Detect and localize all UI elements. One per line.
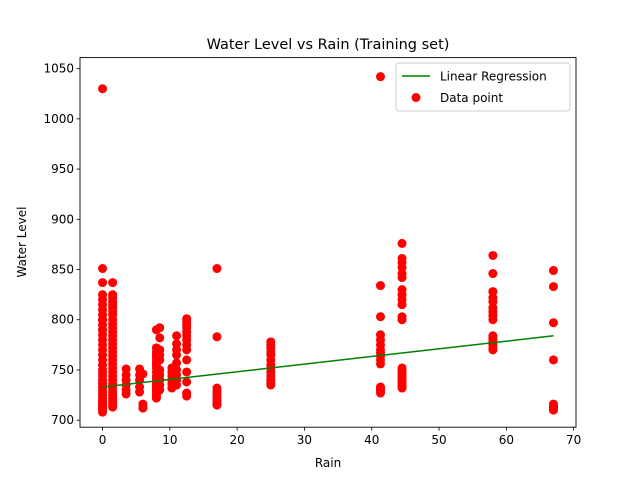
data-point bbox=[182, 345, 192, 355]
data-point bbox=[151, 393, 161, 403]
data-point bbox=[172, 380, 182, 390]
data-point bbox=[548, 355, 558, 365]
data-point bbox=[488, 333, 498, 343]
data-point bbox=[548, 282, 558, 292]
y-tick-label: 850 bbox=[51, 263, 74, 277]
legend-label-regression: Linear Regression bbox=[440, 70, 547, 84]
data-point bbox=[375, 359, 385, 369]
data-point bbox=[155, 323, 165, 333]
data-point bbox=[98, 407, 108, 417]
data-point bbox=[155, 355, 165, 365]
y-tick-label: 1050 bbox=[43, 62, 74, 76]
y-tick-label: 1000 bbox=[43, 112, 74, 126]
y-tick-label: 800 bbox=[51, 313, 74, 327]
regression-line bbox=[102, 335, 554, 388]
y-tick-label: 900 bbox=[51, 212, 74, 226]
plot-area bbox=[98, 72, 558, 417]
data-point bbox=[98, 315, 108, 325]
y-tick-label: 700 bbox=[51, 413, 74, 427]
data-point bbox=[212, 264, 222, 274]
x-tick-label: 0 bbox=[99, 433, 107, 447]
data-point bbox=[397, 273, 407, 283]
x-tick-label: 30 bbox=[297, 433, 312, 447]
y-tick-label: 750 bbox=[51, 363, 74, 377]
data-point bbox=[172, 350, 182, 360]
data-point bbox=[266, 380, 276, 390]
data-point bbox=[172, 331, 182, 341]
x-tick-label: 20 bbox=[230, 433, 245, 447]
legend-box bbox=[395, 62, 571, 112]
x-tick-label: 70 bbox=[566, 433, 581, 447]
data-point bbox=[182, 367, 192, 377]
y-axis: 700 750 800 850 900 950 1000 1050 bbox=[43, 62, 80, 427]
data-point bbox=[488, 269, 498, 279]
data-point bbox=[397, 380, 407, 390]
data-point bbox=[548, 266, 558, 276]
data-point bbox=[98, 278, 108, 288]
x-axis-label: Rain bbox=[315, 456, 341, 470]
data-point bbox=[138, 369, 148, 379]
data-point bbox=[135, 387, 145, 397]
chart-title: Water Level vs Rain (Training set) bbox=[207, 37, 450, 53]
data-point bbox=[98, 84, 108, 94]
data-point bbox=[121, 389, 131, 399]
data-point bbox=[488, 250, 498, 260]
data-point bbox=[548, 318, 558, 328]
data-point bbox=[375, 281, 385, 291]
plot-frame bbox=[79, 57, 577, 428]
data-point bbox=[212, 332, 222, 342]
data-point bbox=[397, 315, 407, 325]
x-tick-label: 50 bbox=[431, 433, 446, 447]
data-point bbox=[138, 403, 148, 413]
data-point bbox=[108, 402, 118, 412]
legend-label-datapoints: Data point bbox=[440, 91, 503, 105]
data-point bbox=[397, 238, 407, 248]
data-point bbox=[375, 312, 385, 322]
data-point bbox=[375, 388, 385, 398]
data-point bbox=[375, 72, 385, 82]
data-point bbox=[98, 264, 108, 274]
data-point bbox=[155, 333, 165, 343]
data-point bbox=[155, 385, 165, 395]
data-point bbox=[548, 405, 558, 415]
x-tick-label: 10 bbox=[162, 433, 177, 447]
y-axis-label: Water Level bbox=[15, 207, 29, 278]
legend-marker-swatch bbox=[411, 93, 421, 102]
data-point bbox=[397, 369, 407, 379]
data-point bbox=[397, 300, 407, 310]
data-point bbox=[212, 400, 222, 410]
data-point bbox=[108, 278, 118, 288]
data-point bbox=[182, 377, 192, 387]
x-axis: 0 10 20 30 40 50 60 70 bbox=[99, 427, 581, 447]
data-point bbox=[182, 391, 192, 401]
x-tick-label: 60 bbox=[499, 433, 514, 447]
data-point bbox=[98, 325, 108, 335]
data-point bbox=[172, 358, 182, 368]
x-tick-label: 40 bbox=[364, 433, 379, 447]
data-point bbox=[182, 355, 192, 365]
y-tick-label: 950 bbox=[51, 162, 74, 176]
legend: Linear Regression Data point bbox=[395, 62, 571, 112]
data-point bbox=[488, 315, 498, 325]
